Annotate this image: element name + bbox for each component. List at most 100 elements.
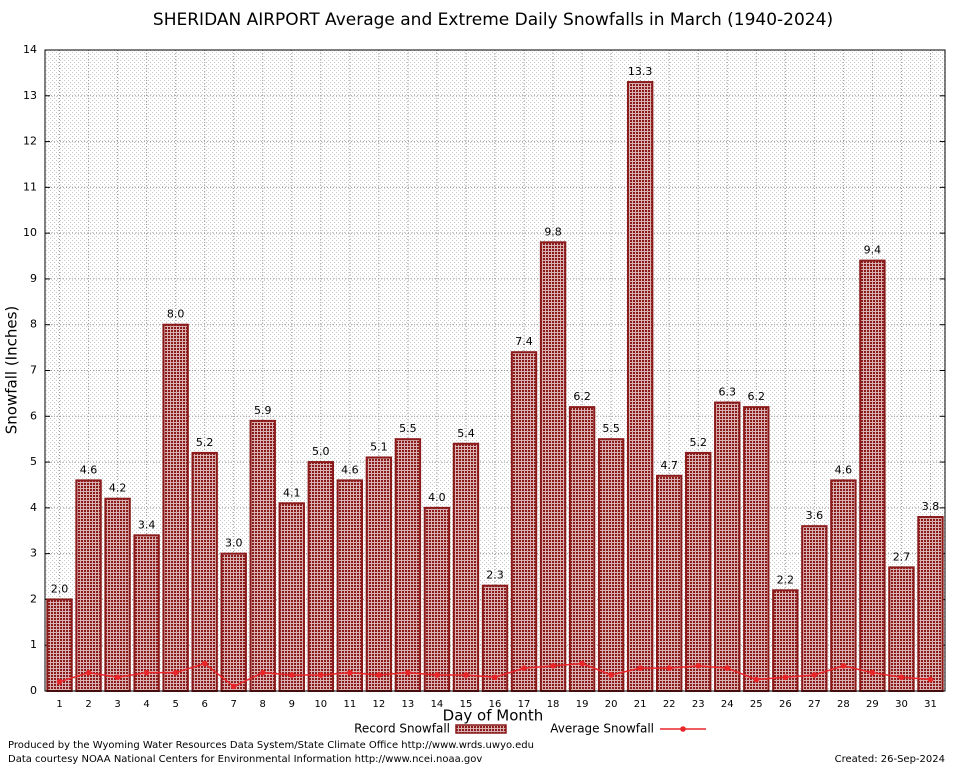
value-label: 4.2 [109,482,127,495]
point [492,674,498,681]
point [85,669,92,676]
point [288,672,295,678]
value-label: 9.8 [544,225,562,238]
point [143,669,150,676]
x-tick-label: 10 [314,699,327,710]
x-tick-label: 29 [866,699,879,710]
bar [510,351,538,692]
bar [888,566,915,693]
y-tick-label: 10 [23,226,37,239]
legend-label: Record Snowfall [354,722,450,736]
point [259,669,266,676]
bar [162,323,189,692]
x-tick-label: 4 [143,699,149,710]
x-tick-label: 22 [663,699,676,710]
bar [423,506,451,692]
y-tick-label: 12 [23,135,37,148]
point [347,669,353,676]
x-tick-label: 15 [460,699,473,710]
bar [830,479,857,692]
point [695,663,702,669]
x-tick-label: 2 [85,699,91,710]
point [230,683,237,690]
value-label: 13.3 [628,65,653,78]
y-tick-label: 3 [30,547,37,560]
x-tick-label: 28 [837,699,850,710]
y-tick-label: 0 [30,684,37,697]
bar [46,598,73,693]
x-tick-label: 6 [201,699,207,710]
x-tick-label: 23 [692,699,705,710]
x-tick-label: 25 [750,699,763,710]
value-label: 9.4 [864,244,882,257]
bar [772,589,799,692]
plot-frame [44,49,946,692]
point [840,663,847,669]
point [172,669,179,676]
value-label: 6.2 [573,390,591,403]
value-label: 4.7 [660,459,678,472]
value-label: 4.6 [835,463,853,476]
x-tick-label: 12 [373,699,386,710]
bar [597,438,625,692]
point [376,672,382,678]
point [579,660,585,667]
bar [394,438,422,692]
value-label: 3.6 [806,509,824,522]
bar [365,456,393,692]
x-tick-label: 21 [634,699,647,710]
y-tick-label: 14 [23,43,37,56]
y-tick-label: 2 [30,592,37,605]
value-label: 3.4 [138,518,156,531]
point [637,665,643,671]
bar [75,479,102,692]
point [666,665,672,671]
y-tick-label: 9 [30,272,37,285]
point [201,660,208,667]
value-label: 4.6 [341,463,359,476]
bar [859,259,886,692]
bar [452,442,480,692]
value-label: 5.2 [689,436,707,449]
value-label: 5.5 [399,422,417,435]
x-tick-label: 24 [721,699,734,710]
value-label: 3.0 [225,537,243,550]
bar [626,81,654,693]
x-tick-label: 30 [895,699,908,710]
x-tick-label: 1 [56,699,62,710]
y-tick-label: 11 [23,180,37,193]
bar [249,419,276,692]
value-label: 4.1 [283,486,301,499]
legend-marker [680,726,686,732]
point [811,672,818,678]
bar [801,525,828,693]
point [753,676,760,683]
point [898,674,905,681]
y-tick-label: 13 [23,89,37,102]
value-label: 5.5 [602,422,620,435]
point [434,672,440,678]
value-label: 7.4 [515,335,533,348]
value-label: 4.6 [80,463,98,476]
point [56,679,63,685]
legend-swatch [455,724,507,734]
x-tick-label: 26 [779,699,792,710]
x-tick-label: 14 [431,699,444,710]
bar [336,479,364,692]
x-tick-label: 13 [402,699,415,710]
y-axis-label: Snowfall (Inches) [3,306,21,434]
y-tick-label: 4 [30,501,37,514]
x-tick-label: 5 [172,699,178,710]
point [521,665,527,671]
point [114,674,121,681]
value-label: 2.2 [777,573,795,586]
bar [133,534,160,692]
x-tick-label: 20 [605,699,618,710]
x-tick-label: 3 [114,699,120,710]
x-axis-label: Day of Month [443,707,544,725]
footer-note: Produced by the Wyoming Water Resources … [8,740,534,751]
point [608,672,614,678]
bar [714,401,741,692]
